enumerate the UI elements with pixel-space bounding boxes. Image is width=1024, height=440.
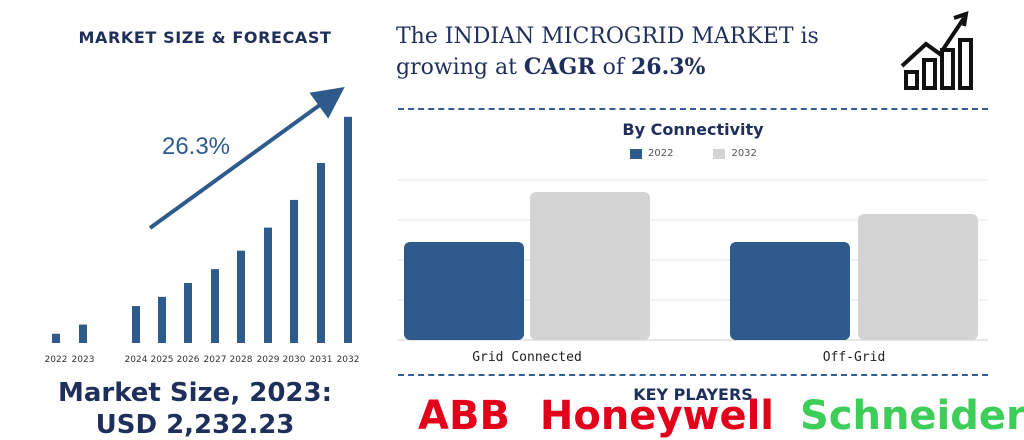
market-size-label: Market Size, 2023: bbox=[57, 378, 333, 408]
forecast-bar-2028 bbox=[237, 250, 245, 343]
growth-chart-icon bbox=[900, 11, 973, 90]
forecast-tick-2022: 2022 bbox=[45, 355, 68, 365]
forecast-tick-2024: 2024 bbox=[125, 355, 148, 365]
bar-grid-connected-2022 bbox=[404, 242, 524, 340]
forecast-tick-2026: 2026 bbox=[177, 355, 200, 365]
key-players-logos: ABB Honeywell Schneider bbox=[418, 396, 1024, 436]
key-players-title: KEY PLAYERS bbox=[633, 385, 753, 404]
bar-off-grid-2022 bbox=[730, 242, 850, 340]
legend-label-2032: 2032 bbox=[731, 148, 757, 159]
legend-swatch-2022 bbox=[630, 148, 642, 159]
forecast-chart: 2022 2023 2024 2025 2026 2027 2028 2029 2030 2031… bbox=[45, 86, 360, 365]
forecast-bar-2022 bbox=[52, 333, 60, 343]
headline-mid: of bbox=[595, 55, 631, 80]
legend-label-2022: 2022 bbox=[648, 148, 674, 159]
forecast-title: MARKET SIZE & FORECAST bbox=[78, 28, 332, 47]
forecast-bar-2032 bbox=[344, 116, 352, 343]
headline-line-1: The INDIAN MICROGRID MARKET is bbox=[396, 24, 819, 49]
forecast-bar-2023 bbox=[79, 324, 87, 343]
schneider-logo: Schneider bbox=[799, 393, 1024, 439]
connectivity-legend: 2022 2032 bbox=[630, 148, 757, 159]
bar-grid-connected-2032 bbox=[530, 192, 650, 340]
forecast-tick-2029: 2029 bbox=[257, 355, 280, 365]
headline-line-2: growing at CAGR of 26.3% bbox=[396, 52, 876, 83]
legend-swatch-2032 bbox=[713, 148, 726, 159]
forecast-tick-2025: 2025 bbox=[151, 355, 174, 365]
headline-prefix: growing at bbox=[396, 55, 524, 80]
forecast-bar-2025 bbox=[158, 296, 166, 343]
forecast-bar-2031 bbox=[317, 163, 325, 343]
forecast-tick-2031: 2031 bbox=[310, 355, 333, 365]
forecast-tick-2032: 2032 bbox=[337, 355, 360, 365]
connectivity-title: By Connectivity bbox=[622, 120, 764, 139]
forecast-bar-2030 bbox=[290, 199, 298, 343]
category-label-off-grid: Off-Grid bbox=[823, 350, 886, 365]
forecast-bar-2024 bbox=[132, 306, 140, 343]
forecast-bar-2026 bbox=[184, 283, 192, 343]
headline-cagr-value: 26.3% bbox=[630, 54, 706, 80]
category-label-grid-connected: Grid Connected bbox=[472, 350, 582, 365]
forecast-tick-2027: 2027 bbox=[204, 355, 227, 365]
divider-top bbox=[398, 108, 988, 110]
abb-logo: ABB bbox=[418, 393, 510, 439]
forecast-bar-2029 bbox=[264, 227, 272, 343]
forecast-bar-2027 bbox=[211, 269, 219, 343]
headline: The INDIAN MICROGRID MARKET is growing a… bbox=[396, 22, 876, 83]
cagr-annotation: 26.3% bbox=[162, 133, 230, 160]
headline-cagr-word: CAGR bbox=[523, 54, 596, 80]
divider-bottom bbox=[398, 374, 988, 376]
forecast-tick-2030: 2030 bbox=[283, 355, 306, 365]
forecast-tick-2028: 2028 bbox=[230, 355, 253, 365]
bar-off-grid-2032 bbox=[858, 214, 978, 340]
honeywell-logo: Honeywell bbox=[539, 393, 775, 439]
connectivity-chart: Grid Connected Off-Grid bbox=[398, 179, 988, 365]
forecast-tick-2023: 2023 bbox=[72, 355, 95, 365]
growth-arrow bbox=[148, 86, 345, 230]
market-size-value: USD 2,232.23 bbox=[95, 410, 295, 440]
